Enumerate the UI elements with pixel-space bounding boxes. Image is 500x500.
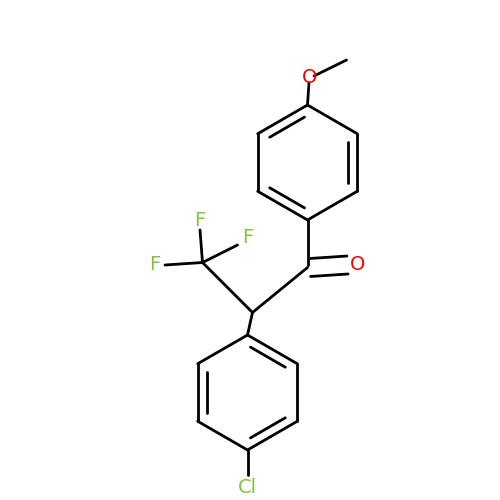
Text: O: O bbox=[350, 256, 365, 274]
Text: Cl: Cl bbox=[238, 478, 257, 497]
Text: F: F bbox=[194, 210, 205, 230]
Text: O: O bbox=[302, 68, 318, 87]
Text: F: F bbox=[150, 256, 160, 274]
Text: F: F bbox=[242, 228, 253, 247]
